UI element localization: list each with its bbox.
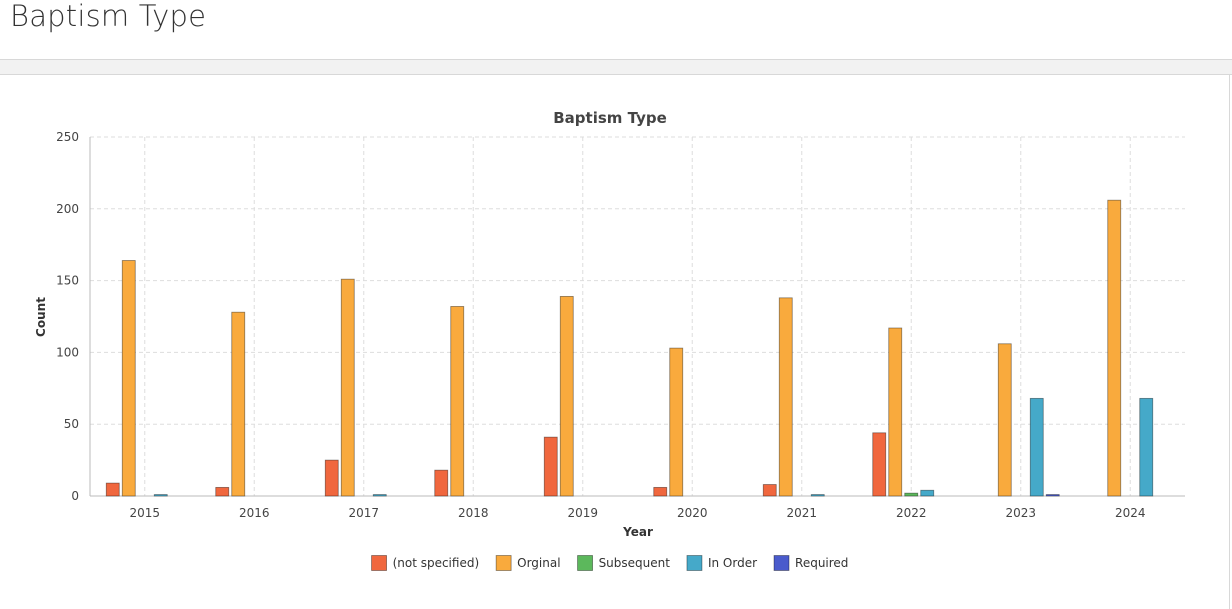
- x-tick-label: 2020: [677, 506, 708, 520]
- bar: [1107, 199, 1122, 497]
- bar: [105, 482, 120, 497]
- bar: [872, 432, 887, 497]
- bar: [1045, 494, 1060, 497]
- page-title: Baptism Type: [10, 0, 207, 33]
- legend-label: Subsequent: [599, 556, 671, 570]
- bar: [372, 494, 387, 497]
- bar: [669, 347, 684, 497]
- y-axis-title: Count: [34, 297, 48, 337]
- bar: [434, 469, 449, 497]
- grid-lines: [90, 136, 1185, 496]
- x-tick-label: 2023: [1005, 506, 1036, 520]
- legend-label: (not specified): [393, 556, 480, 570]
- bar: [1029, 397, 1044, 497]
- bar: [653, 486, 668, 497]
- chart-panel: 0 50 100 150 200 250 2015 2016 2017 2018 2019 2020 2…: [0, 75, 1230, 609]
- bar: [778, 297, 793, 497]
- bar: [810, 494, 825, 497]
- x-tick-label: 2024: [1115, 506, 1146, 520]
- legend-label: Orginal: [517, 556, 560, 570]
- header-divider: [0, 59, 1232, 60]
- y-tick-label: 150: [56, 274, 79, 288]
- bar: [340, 278, 355, 497]
- y-tick-label: 100: [56, 345, 79, 359]
- bar: [231, 311, 246, 497]
- chart-title: Baptism Type: [553, 109, 667, 127]
- x-tick-label: 2017: [348, 506, 379, 520]
- x-tick-label: 2019: [567, 506, 598, 520]
- bar: [215, 486, 230, 497]
- bar: [324, 459, 339, 497]
- x-axis-title: Year: [622, 525, 653, 539]
- legend-swatch: [371, 555, 387, 571]
- y-tick-label: 50: [64, 417, 79, 431]
- panel-header-strip: [0, 60, 1232, 75]
- x-tick-label: 2022: [896, 506, 927, 520]
- legend-swatch: [686, 555, 703, 571]
- legend-label: Required: [795, 556, 848, 570]
- bar: [762, 484, 777, 497]
- bar: [121, 260, 136, 497]
- bar: [543, 436, 558, 497]
- bar: [997, 343, 1012, 497]
- bar: [559, 295, 574, 497]
- x-tick-label: 2016: [239, 506, 270, 520]
- bars: [105, 199, 1154, 497]
- axes: 0 50 100 150 200 250 2015 2016 2017 2018 2019 2020 2…: [56, 130, 1185, 520]
- y-tick-label: 0: [71, 489, 79, 503]
- bar: [920, 489, 935, 497]
- page-header: Baptism Type: [0, 0, 1232, 58]
- bar: [153, 494, 168, 497]
- y-tick-label: 200: [56, 202, 79, 216]
- bar: [888, 327, 903, 497]
- bar: [904, 492, 919, 497]
- y-tick-label: 250: [56, 130, 79, 144]
- legend: (not specified) Orginal Subsequent In Order…: [371, 555, 848, 571]
- legend-swatch: [495, 555, 512, 571]
- legend-swatch: [773, 555, 790, 571]
- baptism-type-chart: 0 50 100 150 200 250 2015 2016 2017 2018 2019 2020 2…: [34, 109, 1185, 571]
- bar: [450, 306, 465, 497]
- x-tick-label: 2018: [458, 506, 489, 520]
- legend-swatch: [577, 555, 593, 571]
- x-tick-label: 2015: [129, 506, 160, 520]
- x-tick-label: 2021: [786, 506, 817, 520]
- legend-label: In Order: [708, 556, 757, 570]
- bar: [1139, 397, 1154, 497]
